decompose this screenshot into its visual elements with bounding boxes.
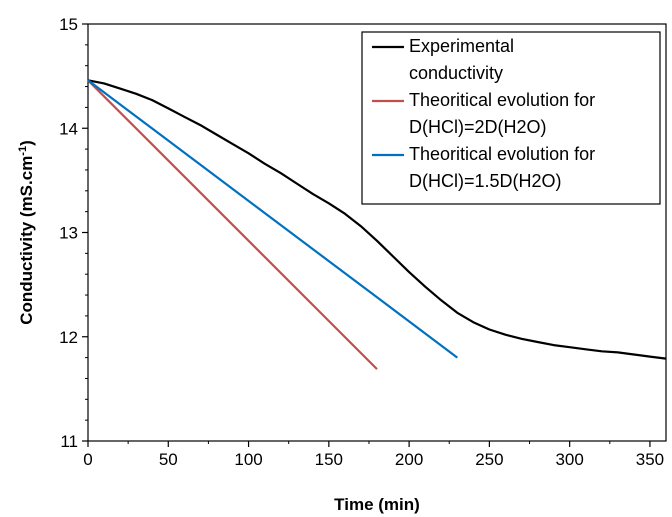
x-tick-label: 0 <box>83 450 92 469</box>
legend: Experimental conductivity Theoritical evol… <box>361 31 661 205</box>
y-axis-title-tail: ) <box>17 140 36 146</box>
legend-label-3: D(HCl)=1.5D(H2O) <box>409 171 562 191</box>
legend-label-3: Theoritical evolution for <box>409 144 595 164</box>
legend-label-2: Theoritical evolution for <box>409 90 595 110</box>
x-tick-label: 250 <box>475 450 503 469</box>
series-layer <box>87 79 667 370</box>
x-tick-label: 350 <box>636 450 664 469</box>
legend-label-2: D(HCl)=2D(H2O) <box>409 117 547 137</box>
legend-box <box>361 31 661 205</box>
y-tick-label: 11 <box>60 432 78 451</box>
y-axis-title-superscript: -1 <box>17 146 29 156</box>
series-line-2 <box>87 79 378 370</box>
x-tick-label: 300 <box>555 450 583 469</box>
x-axis-title: Time (min) <box>334 495 420 514</box>
y-tick-label: 13 <box>59 224 78 243</box>
series-line-3 <box>87 79 458 359</box>
series-line-1 <box>87 79 667 360</box>
axis-ticks <box>82 23 651 447</box>
y-axis-title-main: Conductivity (mS.cm <box>17 156 36 325</box>
y-tick-label: 15 <box>59 15 78 34</box>
x-tick-label: 100 <box>234 450 262 469</box>
y-axis-title: Conductivity (mS.cm-1) <box>17 140 36 325</box>
tick-labels: 0 50 100 150 200 250 300 350 11 12 13 14 15 <box>59 15 664 469</box>
x-tick-label: 200 <box>395 450 423 469</box>
y-tick-label: 14 <box>59 119 78 138</box>
y-tick-label: 12 <box>59 328 78 347</box>
x-tick-label: 150 <box>315 450 343 469</box>
legend-label-1: Experimental <box>409 36 514 56</box>
legend-label-1: conductivity <box>409 63 503 83</box>
x-tick-label: 50 <box>159 450 178 469</box>
